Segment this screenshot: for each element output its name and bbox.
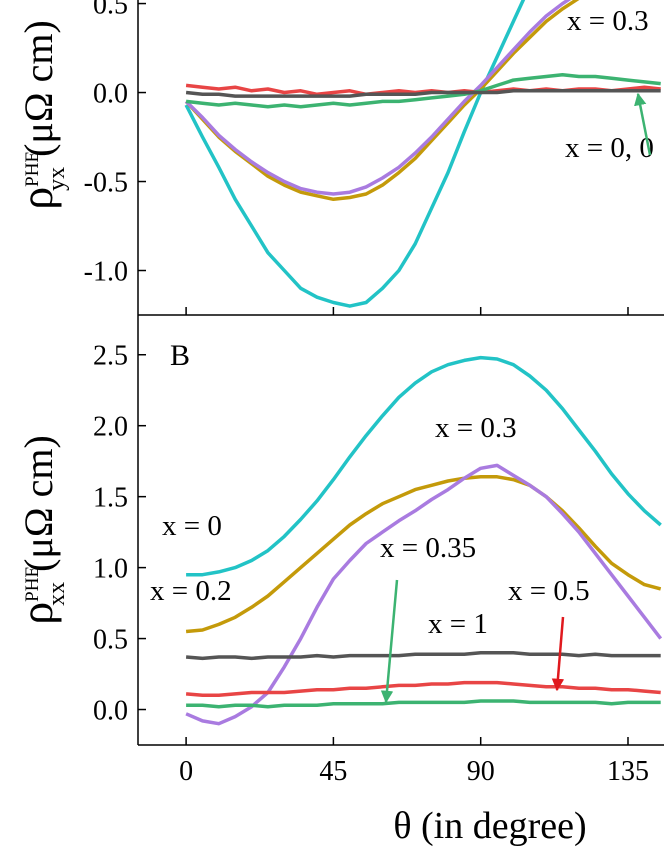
data-line — [185, 72, 661, 109]
arrow — [551, 616, 565, 692]
x-axis-label: θ (in degree) — [393, 805, 586, 847]
y-label-symbol: ρ — [11, 187, 62, 210]
y-tick-label: 0.0 — [93, 696, 128, 727]
data-line — [184, 0, 572, 196]
data-line — [184, 0, 580, 202]
y-label-sup: PHE — [22, 566, 43, 602]
plot-lines — [184, 0, 663, 726]
x-tick-label: 135 — [607, 756, 649, 787]
arrow — [380, 579, 399, 704]
y-tick-label: -1.0 — [84, 257, 128, 288]
y-label-sub: xx — [44, 582, 70, 606]
x-tick-label: 0 — [179, 756, 193, 787]
y-tick-label: -0.5 — [84, 168, 128, 199]
panel-lines — [184, 0, 661, 308]
arrow — [634, 92, 652, 156]
y-tick-label: 0.0 — [93, 79, 128, 110]
y-label-unit: (μΩ cm) — [16, 435, 61, 572]
y-tick-label: 0.5 — [93, 0, 128, 21]
y-tick-label: 0.5 — [93, 625, 128, 656]
y-label-symbol: ρ — [11, 602, 62, 625]
x-tick-label: 45 — [319, 756, 347, 787]
annotation: x = 0.2 — [150, 575, 232, 607]
y-label-sub: yx — [44, 167, 70, 191]
data-line — [184, 0, 526, 308]
y-label-unit: (μΩ cm) — [16, 20, 61, 157]
data-line — [185, 463, 663, 726]
panel-lines — [185, 355, 663, 726]
data-line — [185, 89, 661, 98]
panel-label: B — [170, 339, 190, 372]
data-line — [186, 699, 661, 709]
x-tick-label: 90 — [467, 756, 495, 787]
y-tick-label: 2.0 — [93, 412, 128, 443]
data-line — [185, 680, 661, 698]
data-line — [186, 355, 662, 577]
annotation: x = 0.35 — [380, 532, 476, 564]
y-tick-label: 1.5 — [93, 483, 128, 514]
y-axis-label: ρPHExx (μΩ cm) — [11, 435, 70, 625]
y-axis-label: ρPHEyx (μΩ cm) — [11, 20, 70, 210]
annotation: x = 0 — [162, 510, 222, 542]
y-tick-label: 1.0 — [93, 554, 128, 585]
y-tick-label: 2.5 — [93, 341, 128, 372]
annotation: x = 0.5 — [508, 575, 590, 607]
data-line — [185, 651, 661, 661]
annotation: x = 0.3 — [567, 5, 649, 37]
annotation: x = 0.3 — [435, 412, 517, 444]
y-label-sup: PHE — [22, 151, 43, 187]
data-line — [185, 475, 662, 634]
annotation: x = 1 — [428, 608, 488, 640]
annotation: x = 0, 0 — [565, 132, 654, 164]
